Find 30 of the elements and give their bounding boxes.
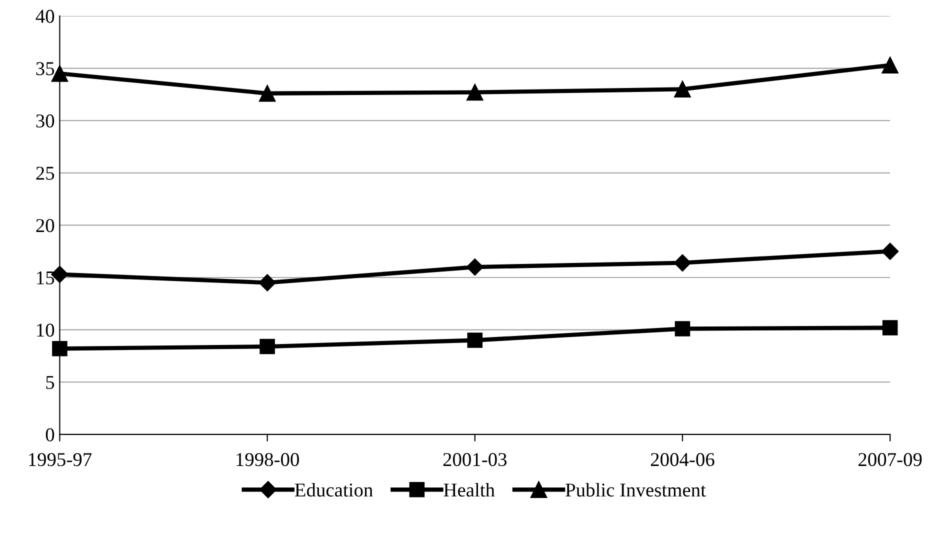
legend-label: Education <box>294 482 373 497</box>
x-tick-label: 2007-09 <box>858 453 922 466</box>
point <box>52 340 68 356</box>
point <box>882 242 899 260</box>
x-tick-label: 1998-00 <box>236 453 299 466</box>
y-tick-label: 25 <box>36 166 54 180</box>
point <box>674 254 692 272</box>
point <box>258 274 276 292</box>
point <box>258 85 276 102</box>
y-tick-label: 40 <box>36 10 54 23</box>
point <box>466 258 484 276</box>
point <box>466 84 484 101</box>
point <box>882 56 898 74</box>
x-tick-label: 2004-06 <box>650 453 714 466</box>
x-tick-label: 1995-97 <box>29 453 92 466</box>
y-tick-label: 30 <box>36 114 54 128</box>
y-tick-label: 10 <box>37 324 54 337</box>
point <box>674 321 690 336</box>
point <box>260 338 275 354</box>
y-tick-label: 0 <box>46 428 54 442</box>
legend-label: Public Investment <box>566 482 706 497</box>
x-tick-label: 2001-03 <box>443 453 507 466</box>
point <box>882 320 898 336</box>
legend-label: Health <box>444 482 495 497</box>
y-tick-label: 35 <box>36 62 54 76</box>
y-tick-label: 5 <box>46 376 54 390</box>
point <box>467 332 483 348</box>
y-tick-label: 20 <box>36 219 54 232</box>
point <box>674 80 691 98</box>
y-tick-label: 15 <box>37 271 54 284</box>
